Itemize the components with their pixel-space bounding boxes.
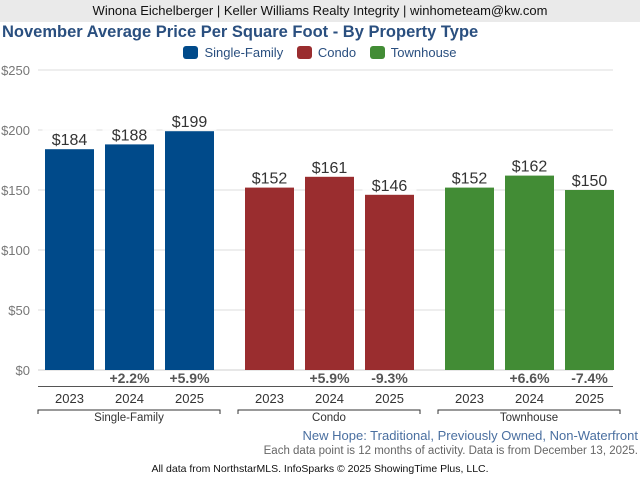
- legend-item-condo[interactable]: Condo: [296, 45, 357, 60]
- x-tick-label: 2023: [255, 391, 284, 406]
- y-tick-label: $250: [1, 63, 30, 78]
- y-tick-label: $50: [8, 303, 30, 318]
- y-tick-label: $100: [1, 243, 30, 258]
- legend-swatch-single-family: [183, 46, 199, 59]
- bar-condo-2024[interactable]: [305, 176, 354, 370]
- value-label: $184: [52, 132, 88, 149]
- x-tick-label: 2023: [55, 391, 84, 406]
- x-tick-label: 2023: [455, 391, 484, 406]
- value-label-bg: [562, 170, 617, 189]
- legend-label: Single-Family: [204, 45, 284, 60]
- legend-item-single-family[interactable]: Single-Family: [183, 45, 283, 60]
- x-tick-label: 2024: [115, 391, 144, 406]
- legend-label: Condo: [317, 45, 357, 60]
- value-label: $199: [172, 114, 208, 131]
- value-label: $146: [372, 178, 408, 195]
- x-tick-label: 2025: [375, 391, 404, 406]
- legend-label: Townhouse: [390, 45, 457, 60]
- data-note: Each data point is 12 months of activity…: [263, 445, 638, 457]
- y-tick-label: $150: [1, 183, 30, 198]
- group-label: Townhouse: [500, 412, 558, 424]
- value-label-bg: [362, 174, 417, 194]
- legend: Single-Family Condo Townhouse: [0, 45, 640, 62]
- legend-item-townhouse[interactable]: Townhouse: [369, 45, 457, 60]
- bar-condo-2025[interactable]: [365, 194, 414, 370]
- value-label: $152: [452, 171, 488, 188]
- y-tick-label: $200: [1, 123, 30, 138]
- group-label: Condo: [312, 412, 346, 424]
- credit-line: All data from NorthstarMLS. InfoSparks ©…: [151, 463, 489, 475]
- value-label-bg: [302, 156, 357, 176]
- change-label: -9.3%: [371, 370, 408, 386]
- change-label: +2.2%: [109, 370, 150, 386]
- value-label-bg: [442, 167, 497, 187]
- change-label: +5.9%: [309, 370, 350, 386]
- bar-single-family-2024[interactable]: [105, 144, 154, 370]
- x-tick-label: 2024: [315, 391, 344, 406]
- chart-title: November Average Price Per Square Foot -…: [2, 23, 479, 41]
- value-label-bg: [162, 111, 217, 131]
- value-label: $162: [512, 159, 548, 176]
- value-label-bg: [502, 155, 557, 175]
- change-label: +6.6%: [509, 370, 550, 386]
- value-label-bg: [102, 124, 157, 144]
- bar-townhouse-2024[interactable]: [505, 175, 554, 370]
- value-label-bg: [242, 167, 297, 187]
- change-label: +5.9%: [169, 370, 210, 386]
- group-bracket: [37, 409, 221, 414]
- value-label: $161: [312, 160, 348, 177]
- legend-swatch-condo: [296, 46, 312, 59]
- group-bracket: [437, 409, 621, 414]
- chart-subtitle: New Hope: Traditional, Previously Owned,…: [302, 428, 639, 443]
- bar-single-family-2023[interactable]: [45, 149, 94, 370]
- group-label: Single-Family: [94, 412, 164, 424]
- x-tick-label: 2025: [575, 391, 604, 406]
- group-bracket: [237, 409, 421, 414]
- value-label-bg: [42, 129, 97, 149]
- legend-swatch-townhouse: [369, 46, 385, 59]
- value-label: $150: [572, 173, 608, 190]
- value-label: $152: [252, 171, 288, 188]
- bar-townhouse-2025[interactable]: [565, 190, 614, 370]
- bar-townhouse-2023[interactable]: [445, 187, 494, 370]
- y-tick-label: $0: [16, 363, 30, 378]
- x-tick-label: 2025: [175, 391, 204, 406]
- change-label: -7.4%: [571, 370, 608, 386]
- value-label: $188: [112, 127, 148, 144]
- agent-banner: Winona Eichelberger | Keller Williams Re…: [0, 0, 640, 22]
- bar-single-family-2025[interactable]: [165, 131, 214, 370]
- x-tick-label: 2024: [515, 391, 544, 406]
- bar-condo-2023[interactable]: [245, 187, 294, 370]
